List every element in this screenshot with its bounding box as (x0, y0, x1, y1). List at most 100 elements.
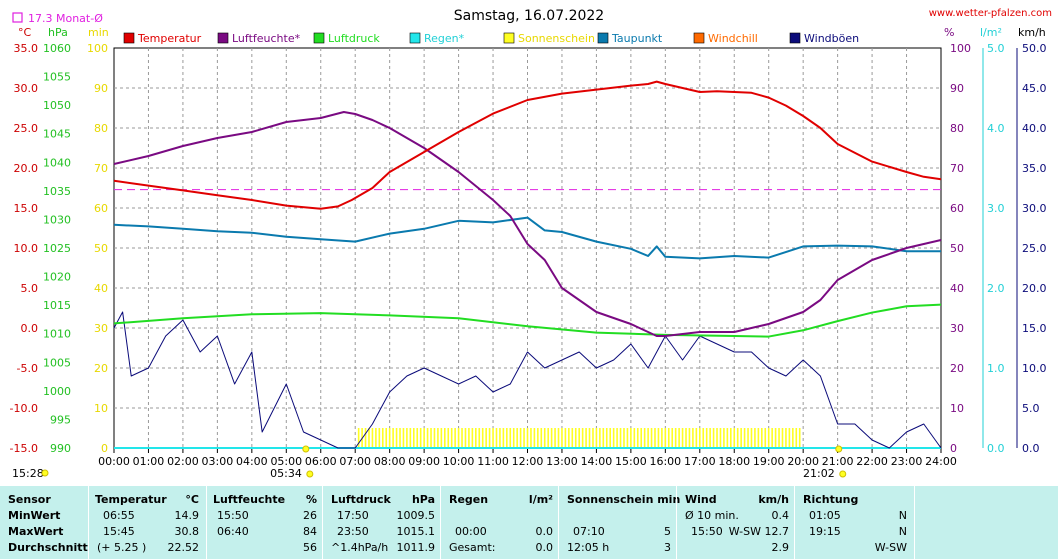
temp-axis-label: 15.0 (14, 202, 39, 215)
weather-chart: 00:00 01:00 02:00 03:00 04:00 05:00 06:00 07:00… (10, 8, 1052, 480)
legend-label: Regen* (424, 32, 465, 45)
temp-header: Temperatur (95, 493, 167, 506)
col-rain: Regen l/m² 00:00 0.0 Gesamt: 0.0 (440, 486, 559, 559)
wind-axis-label: 0.0 (1022, 442, 1040, 455)
humidity-axis-label: 20 (950, 362, 964, 375)
x-tick-label: 20:00 (787, 455, 819, 468)
sunrise-time: 05:34 (270, 467, 302, 480)
sunset-icon (839, 470, 847, 478)
temp-axis-label: -15.0 (10, 442, 38, 455)
temp-max-value: 30.8 (174, 525, 200, 538)
temp-axis-label: 0.0 (21, 322, 39, 335)
pressure-axis-label: 995 (50, 413, 71, 426)
legend-label: Sonnenschein (518, 32, 595, 45)
pressure-axis-label: 1030 (43, 213, 71, 226)
wind-axis-label: 5.0 (1022, 402, 1040, 415)
col-wind: Wind km/h Ø 10 min. 0.4 15:50 W-SW 12.7 … (676, 486, 795, 559)
x-tick-label: 02:00 (167, 455, 199, 468)
sun-header: Sonnenschein min (567, 493, 681, 506)
rain-max-time: 00:00 (455, 525, 487, 538)
x-tick-label: 21:00 (822, 455, 854, 468)
x-tick-label: 17:00 (684, 455, 716, 468)
rain-axis-label: 4.0 (987, 122, 1005, 135)
wind-unit-label: km/h (1018, 26, 1046, 39)
legend-label: Luftfeuchte* (232, 32, 301, 45)
wind-gust-line (113, 311, 942, 449)
sunshine-axis-label: 100 (87, 42, 108, 55)
temp-trend: (+ 5.25 ) (97, 541, 147, 554)
x-tick-label: 01:00 (133, 455, 165, 468)
temp-avg-value: 22.52 (167, 541, 200, 554)
legend-label: Windböen (804, 32, 859, 45)
x-tick-label: 24:00 (925, 455, 957, 468)
dir-min-time: 01:05 (809, 509, 841, 522)
dewpoint-line (113, 216, 941, 260)
sunrise-icon (302, 445, 310, 453)
dir-min-value: N (898, 509, 907, 522)
wind-axis-label: 10.0 (1022, 362, 1047, 375)
legend-swatch (597, 32, 609, 44)
rain-unit: l/m² (528, 493, 553, 506)
legend-swatch (409, 32, 421, 44)
sunshine-axis-label: 30 (94, 322, 108, 335)
sunrise-icon (306, 470, 314, 478)
x-tick-label: 05:00 (270, 455, 302, 468)
x-tick-label: 10:00 (443, 455, 475, 468)
humidity-axis-label: 40 (950, 282, 964, 295)
wind-header: Wind (685, 493, 717, 506)
wind-axis-label: 30.0 (1022, 202, 1047, 215)
x-tick-label: 15:00 (615, 455, 647, 468)
wind-axis-label: 50.0 (1022, 42, 1047, 55)
wind-unit: km/h (758, 493, 789, 506)
temperature-line (113, 80, 942, 210)
pressure-axis-label: 1055 (43, 71, 71, 84)
humidity-axis-label: 10 (950, 402, 964, 415)
hum-max-time: 06:40 (217, 525, 249, 538)
pressure-unit-label: hPa (48, 26, 68, 39)
pressure-axis-label: 1015 (43, 299, 71, 312)
humidity-axis-label: 0 (950, 442, 957, 455)
wind-axis-label: 20.0 (1022, 282, 1047, 295)
wind-max-time: 15:50 (691, 525, 723, 538)
x-tick-label: 12:00 (512, 455, 544, 468)
rain-axis-label: 5.0 (987, 42, 1005, 55)
x-tick-label: 18:00 (718, 455, 750, 468)
pressure-axis-label: 1020 (43, 271, 71, 284)
dir-max-time: 19:15 (809, 525, 841, 538)
x-tick-label: 04:00 (236, 455, 268, 468)
temp-max-time: 15:45 (103, 525, 135, 538)
legend-swatch (789, 32, 801, 44)
sunset-icon (835, 445, 843, 453)
pressure-line (113, 303, 942, 338)
wind-axis-label: 25.0 (1022, 242, 1047, 255)
press-min-value: 1009.5 (396, 509, 436, 522)
pressure-axis-label: 1050 (43, 99, 71, 112)
humidity-axis-label: 80 (950, 122, 964, 135)
wind-day-avg-value: 2.9 (771, 541, 790, 554)
source-url: www.wetter-pfalzen.com (929, 8, 1052, 19)
hum-min-value: 26 (303, 509, 317, 522)
sunshine-axis-label: 0 (101, 442, 108, 455)
rain-axis-label: 2.0 (987, 282, 1005, 295)
rain-total-value: 0.0 (535, 541, 554, 554)
legend-label: Luftdruck (328, 32, 380, 45)
chart-title: Samstag, 16.07.2022 (454, 8, 604, 24)
humidity-axis-label: 100 (950, 42, 971, 55)
sunshine-unit-label: min (88, 26, 109, 39)
pressure-axis-label: 1045 (43, 128, 71, 141)
dir-max-value: N (898, 525, 907, 538)
rain-max-value: 0.0 (535, 525, 554, 538)
col-sensor: Sensor MinWert MaxWert Durchschnitt (0, 486, 88, 559)
wind-axis-label: 35.0 (1022, 162, 1047, 175)
sunshine-axis-label: 80 (94, 122, 108, 135)
rain-axis-label: 3.0 (987, 202, 1005, 215)
wind-axis-label: 15.0 (1022, 322, 1047, 335)
wind-avg10-value: 0.4 (771, 509, 790, 522)
col-humidity: Luftfeuchte % 15:50 26 06:40 84 56 (206, 486, 323, 559)
col-temperature: Temperatur °C 06:55 14.9 15:45 30.8 (+ 5… (88, 486, 207, 559)
legend-swatch (693, 32, 705, 44)
x-tick-label: 22:00 (856, 455, 888, 468)
sun-max-value: 5 (664, 525, 671, 538)
x-tick-label: 23:00 (891, 455, 923, 468)
hum-min-time: 15:50 (217, 509, 249, 522)
